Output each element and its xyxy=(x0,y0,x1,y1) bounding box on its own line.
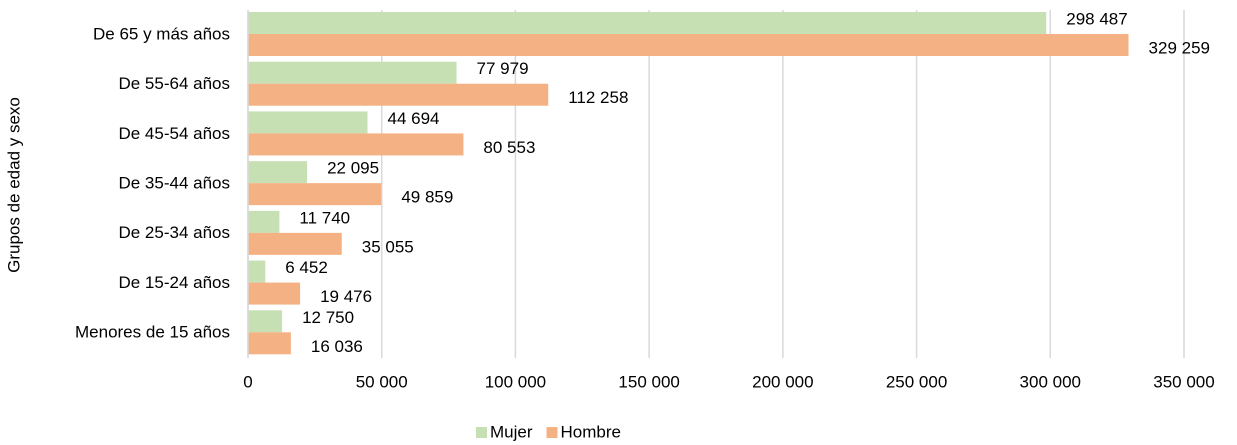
y-tick-label: De 15-24 años xyxy=(118,273,230,292)
data-label: 22 095 xyxy=(327,159,379,178)
bar xyxy=(248,332,291,355)
y-tick-label: De 65 y más años xyxy=(93,24,230,43)
y-axis-label: Grupos de edad y sexo xyxy=(4,97,23,273)
x-tick-label: 50 000 xyxy=(356,372,408,391)
data-label: 16 036 xyxy=(311,337,363,356)
x-tick-label: 350 000 xyxy=(1153,372,1214,391)
x-tick-label: 0 xyxy=(243,372,252,391)
bar xyxy=(248,210,280,233)
y-tick-label: De 45-54 años xyxy=(118,124,230,143)
x-tick-label: 250 000 xyxy=(886,372,947,391)
data-label: 6 452 xyxy=(285,258,328,277)
x-tick-label: 300 000 xyxy=(1020,372,1081,391)
bar xyxy=(248,133,464,156)
data-label: 44 694 xyxy=(388,109,440,128)
x-tick-label: 200 000 xyxy=(752,372,813,391)
data-label: 77 979 xyxy=(477,59,529,78)
data-label: 35 055 xyxy=(362,237,414,256)
legend-label: Mujer xyxy=(490,422,533,441)
x-tick-label: 100 000 xyxy=(485,372,546,391)
data-label: 19 476 xyxy=(320,287,372,306)
data-label: 329 259 xyxy=(1149,38,1210,57)
bar xyxy=(248,282,301,305)
bar xyxy=(248,310,283,333)
bar xyxy=(248,183,382,206)
bar xyxy=(248,83,549,106)
legend-swatch xyxy=(476,427,487,438)
data-label: 112 258 xyxy=(568,88,628,107)
data-label: 298 487 xyxy=(1066,9,1127,28)
bar xyxy=(248,260,266,283)
legend-label: Hombre xyxy=(561,422,621,441)
legend-swatch xyxy=(546,427,558,438)
bar xyxy=(248,34,1129,56)
y-tick-label: De 25-34 años xyxy=(118,223,230,242)
bar xyxy=(248,161,308,184)
bar xyxy=(248,111,368,134)
bar xyxy=(248,232,342,255)
y-tick-label: De 55-64 años xyxy=(118,74,230,93)
data-label: 49 859 xyxy=(401,188,453,207)
bar xyxy=(248,61,457,84)
data-label: 80 553 xyxy=(483,138,535,157)
bar xyxy=(248,12,1047,34)
data-label: 11 740 xyxy=(299,208,350,227)
data-label: 12 750 xyxy=(302,308,354,327)
x-tick-label: 150 000 xyxy=(618,372,679,391)
y-tick-label: Menores de 15 años xyxy=(75,323,230,342)
y-tick-label: De 35-44 años xyxy=(118,173,230,192)
